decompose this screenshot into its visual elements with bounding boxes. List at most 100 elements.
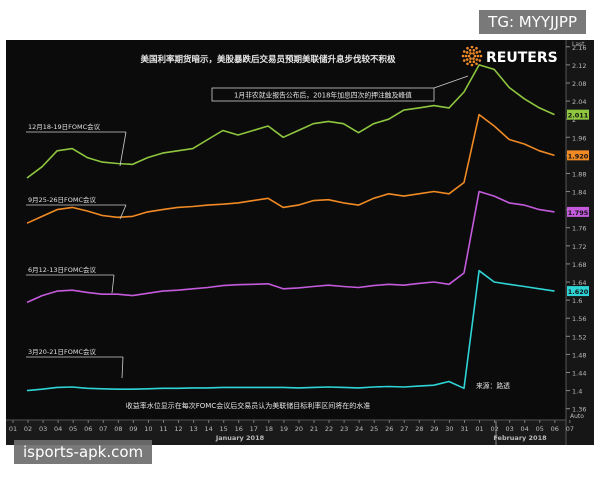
series-line-4 bbox=[26, 269, 555, 392]
annotation-text: 1月非农就业报告公布后，2018年加息四次的押注触及峰值 bbox=[234, 91, 412, 100]
reuters-brand: REUTERS bbox=[486, 50, 558, 66]
last-value-badge bbox=[567, 109, 589, 120]
reuters-logo-dot bbox=[470, 45, 474, 49]
source-note: 来源：路透 bbox=[476, 381, 510, 390]
x-tick-label: 11 bbox=[159, 425, 167, 433]
x-tick-label: 04 bbox=[54, 425, 62, 433]
reuters-logo-dot bbox=[461, 54, 465, 58]
x-tick-label: 31 bbox=[460, 425, 468, 433]
series-label: 6月12-13日FOMC会议 bbox=[28, 265, 97, 274]
reuters-logo-dot bbox=[468, 48, 472, 52]
x-tick-label: 05 bbox=[536, 425, 544, 433]
series-label-leader bbox=[119, 204, 127, 220]
y-axis-panel bbox=[566, 40, 594, 445]
annotation-box bbox=[211, 87, 435, 102]
footnote: 收益率水位显示在每次FOMC会议后交易员认为美联储目标利率区间将在的水准 bbox=[126, 401, 370, 410]
y-tick-label: 1.96 bbox=[572, 134, 586, 142]
y-tick-label: 1.52 bbox=[572, 333, 586, 341]
x-tick-label: 01 bbox=[9, 425, 17, 433]
series-label: 9月25-26日FOMC会议 bbox=[28, 195, 97, 204]
reuters-logo-dot bbox=[475, 51, 479, 54]
x-tick-label: 07 bbox=[99, 425, 107, 433]
x-tick-label: 23 bbox=[340, 425, 348, 433]
reuters-logo-dot bbox=[467, 54, 471, 58]
x-tick-label: 02 bbox=[490, 425, 498, 433]
reuters-logo-dot bbox=[462, 59, 466, 62]
x-month-label: February 2018 bbox=[493, 434, 547, 442]
y-tick-label: 1.88 bbox=[572, 170, 586, 178]
reuters-logo-dot bbox=[465, 58, 469, 61]
x-tick-label: 22 bbox=[325, 425, 333, 433]
x-tick-label: 29 bbox=[430, 425, 438, 433]
x-tick-label: 24 bbox=[355, 425, 363, 433]
x-tick-label: 12 bbox=[174, 425, 182, 433]
series-label-leader bbox=[121, 356, 124, 379]
x-tick-label: 19 bbox=[280, 425, 288, 433]
last-value-badge bbox=[567, 286, 589, 297]
y-tick-label: 2.04 bbox=[572, 98, 586, 106]
reuters-logo-dot bbox=[478, 59, 482, 62]
reuters-logo-dot bbox=[475, 46, 478, 50]
x-tick-label: 09 bbox=[129, 425, 137, 433]
y-tick-label: 2.16 bbox=[572, 44, 586, 52]
x-tick-label: 20 bbox=[295, 425, 303, 433]
reuters-logo-dot bbox=[473, 54, 477, 58]
series-label: 12月18-19日FOMC会议 bbox=[28, 122, 101, 131]
y-tick-label: 1.44 bbox=[572, 370, 586, 378]
x-tick-label: 06 bbox=[551, 425, 559, 433]
y-tick-label: 1.68 bbox=[572, 261, 586, 269]
last-value-label: 2.011 bbox=[568, 112, 589, 120]
x-tick-label: 02 bbox=[24, 425, 32, 433]
x-tick-label: 16 bbox=[235, 425, 243, 433]
watermark-bottom: isports-apk.com bbox=[14, 440, 153, 464]
y-tick-label: 1.4 bbox=[572, 388, 582, 396]
series-line-3 bbox=[26, 190, 555, 304]
x-tick-label: 28 bbox=[415, 425, 423, 433]
y-tick-label: 1.72 bbox=[572, 243, 586, 251]
series-label: 3月20-21日FOMC会议 bbox=[28, 347, 97, 356]
reuters-logo-dot bbox=[476, 54, 480, 58]
x-tick-label: 21 bbox=[310, 425, 318, 433]
y-tick-label: 1.64 bbox=[572, 279, 586, 287]
last-value-badge bbox=[567, 150, 589, 161]
x-tick-label: 05 bbox=[69, 425, 77, 433]
reuters-logo-dot bbox=[478, 50, 482, 53]
last-value-label: 1.620 bbox=[568, 288, 589, 296]
watermark-top: TG: MYYJJPP bbox=[479, 10, 586, 34]
plot-background bbox=[6, 40, 566, 445]
reuters-logo-dot bbox=[475, 58, 479, 61]
y-tick-label: 1.76 bbox=[572, 225, 586, 233]
reuters-logo-dot bbox=[465, 51, 469, 54]
x-tick-label: 07 bbox=[566, 425, 574, 433]
y-tick-label: 2.12 bbox=[572, 62, 586, 70]
series-label-leader bbox=[119, 131, 127, 167]
x-tick-label: 13 bbox=[189, 425, 197, 433]
reuters-logo-dot bbox=[479, 54, 483, 58]
x-tick-label: 01 bbox=[475, 425, 483, 433]
x-tick-label: 30 bbox=[445, 425, 453, 433]
series-line-1 bbox=[26, 64, 555, 179]
y-corner-label-last: Last bbox=[572, 41, 585, 48]
x-tick-label: 04 bbox=[521, 425, 529, 433]
y-tick-label: 1.56 bbox=[572, 315, 586, 323]
y-tick-label: 2 bbox=[572, 116, 576, 124]
y-corner-label-auto: Auto bbox=[570, 413, 584, 420]
reuters-logo-dot bbox=[475, 62, 478, 66]
y-tick-label: 1.48 bbox=[572, 351, 586, 359]
annotation-leader bbox=[433, 75, 469, 89]
y-tick-label: 1.36 bbox=[572, 406, 586, 414]
reuters-logo-dot bbox=[472, 57, 475, 60]
last-value-label: 1.795 bbox=[568, 209, 589, 217]
reuters-logo-dot bbox=[469, 52, 472, 55]
x-tick-label: 14 bbox=[205, 425, 213, 433]
chart-title: 美国利率期货暗示，美股暴跌后交易员预期美联储升息步伐较不积极 bbox=[140, 54, 396, 65]
y-tick-label: 1.6 bbox=[572, 297, 582, 305]
reuters-logo-dot bbox=[466, 62, 469, 66]
x-tick-label: 03 bbox=[39, 425, 47, 433]
x-tick-label: 15 bbox=[220, 425, 228, 433]
x-tick-label: 10 bbox=[144, 425, 152, 433]
x-tick-label: 27 bbox=[400, 425, 408, 433]
reuters-logo-dot bbox=[462, 50, 466, 53]
reuters-logo-dot bbox=[468, 60, 472, 64]
